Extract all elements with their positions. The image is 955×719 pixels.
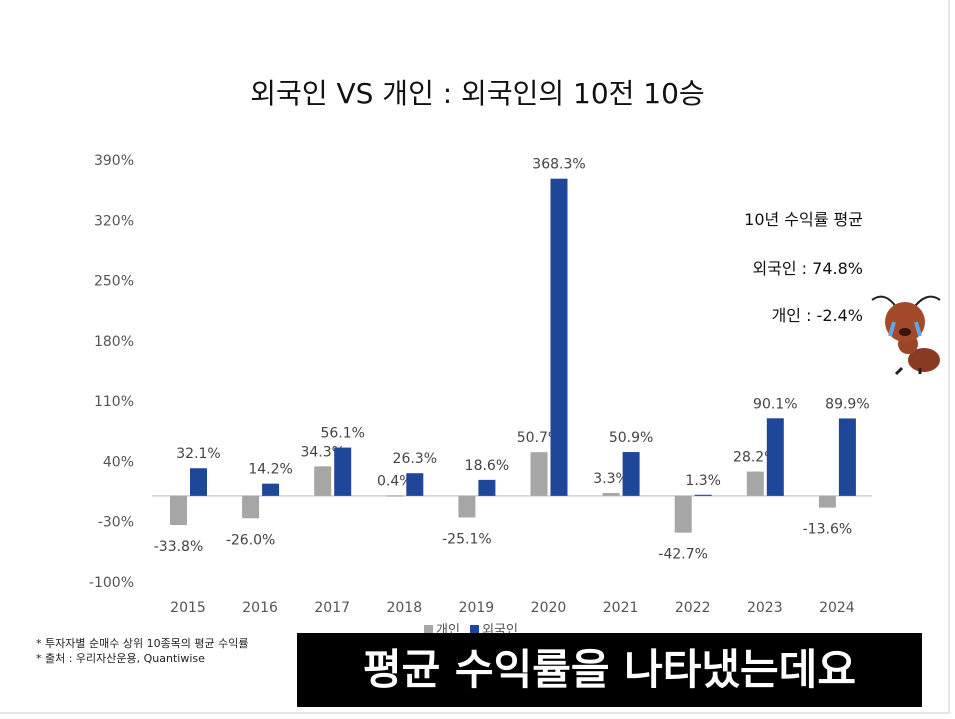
- chart-title: 외국인 VS 개인 : 외국인의 10전 10승: [250, 77, 705, 110]
- y-tick-label: 250%: [94, 274, 134, 290]
- bar-individual: [818, 495, 836, 508]
- data-label: -13.6%: [803, 522, 853, 538]
- x-tick-label: 2021: [603, 600, 639, 616]
- x-tick-label: 2018: [386, 600, 422, 616]
- bar-individual: [530, 452, 548, 496]
- bar-foreign: [406, 473, 424, 496]
- x-tick-label: 2022: [675, 600, 711, 616]
- y-tick-label: -30%: [98, 515, 134, 531]
- data-label: 50.9%: [609, 430, 653, 446]
- bar-individual: [242, 495, 260, 519]
- x-tick-label: 2020: [531, 600, 567, 616]
- footnotes: * 투자자별 순매수 상위 10종목의 평균 수익률 * 출처 : 우리자산운용…: [36, 636, 249, 666]
- y-tick-label: 110%: [94, 394, 134, 410]
- bar-individual: [674, 495, 692, 533]
- y-tick-label: 180%: [94, 334, 134, 350]
- footnote: * 출처 : 우리자산운용, Quantiwise: [36, 652, 205, 665]
- bar-individual: [746, 471, 764, 496]
- bar-individual: [458, 495, 476, 518]
- video-subtitle: 평균 수익률을 나타냈는데요: [297, 633, 922, 707]
- data-label: 1.3%: [685, 473, 721, 489]
- average-foreign: 외국인 : 74.8%: [752, 259, 863, 278]
- data-label: -26.0%: [226, 532, 276, 548]
- x-tick-label: 2023: [747, 600, 783, 616]
- data-label: 50.7%: [517, 430, 561, 446]
- y-tick-label: 40%: [103, 454, 134, 470]
- bar-foreign: [190, 468, 207, 496]
- x-tick-label: 2024: [819, 600, 855, 616]
- average-individual: 개인 : -2.4%: [771, 306, 863, 325]
- data-label: 18.6%: [465, 458, 509, 474]
- bar-foreign: [262, 483, 280, 496]
- bar-foreign: [550, 178, 568, 496]
- data-label: 0.4%: [377, 474, 413, 490]
- data-label: 28.2%: [733, 450, 777, 466]
- y-tick-label: 320%: [94, 213, 134, 229]
- legend-swatch-foreign: [470, 625, 480, 634]
- y-tick-label: -100%: [89, 575, 134, 591]
- data-label: -42.7%: [658, 547, 708, 563]
- x-tick-label: 2015: [170, 600, 206, 616]
- data-label: 26.3%: [393, 451, 437, 467]
- data-label: 34.3%: [300, 444, 344, 460]
- data-label: 89.9%: [825, 396, 869, 412]
- bar-foreign: [334, 447, 352, 496]
- x-tick-label: 2017: [314, 600, 350, 616]
- crying-ant-icon: [871, 295, 941, 376]
- average-title: 10년 수익률 평균: [744, 210, 863, 229]
- x-tick-label: 2016: [242, 600, 278, 616]
- x-tick-label: 2019: [459, 600, 495, 616]
- legend-swatch-individual: [424, 625, 433, 634]
- bar-foreign: [478, 479, 496, 496]
- data-label: 56.1%: [320, 426, 364, 442]
- bar-foreign: [694, 494, 712, 496]
- data-label: 14.2%: [248, 462, 292, 478]
- bar-individual: [170, 495, 187, 525]
- bar-individual: [602, 493, 620, 496]
- data-label: -25.1%: [442, 531, 492, 547]
- bar-individual: [386, 495, 404, 497]
- data-label: 90.1%: [753, 396, 797, 412]
- data-label: 3.3%: [593, 471, 629, 487]
- bar-individual: [314, 466, 332, 496]
- data-label: -33.8%: [154, 539, 204, 555]
- y-tick-label: 390%: [94, 153, 134, 169]
- data-label: 32.1%: [176, 446, 220, 462]
- bar-foreign: [766, 418, 784, 496]
- footnote: * 투자자별 순매수 상위 10종목의 평균 수익률: [36, 637, 249, 650]
- bar-foreign: [838, 418, 856, 496]
- data-label: 368.3%: [532, 157, 585, 173]
- bar-foreign: [622, 452, 640, 496]
